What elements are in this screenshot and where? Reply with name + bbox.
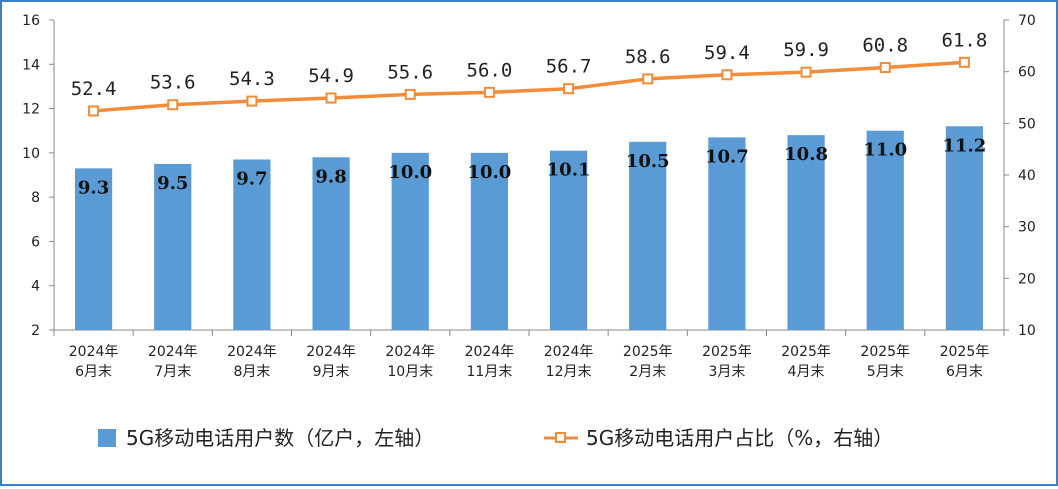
right-axis-tick-label: 10 — [1018, 323, 1036, 339]
bar-data-label: 10.1 — [547, 160, 591, 181]
line-point-marker — [958, 56, 970, 68]
bar — [629, 141, 667, 330]
bar — [391, 152, 429, 330]
bar-data-label: 9.5 — [157, 173, 188, 194]
legend-bar-label: 5G移动电话用户数（亿户，左轴） — [126, 426, 434, 450]
legend-bar-swatch — [98, 429, 116, 447]
x-axis-tick-label: 2025年 2月末 — [623, 344, 673, 380]
x-axis-tick-label: 2024年 11月末 — [465, 344, 515, 380]
bar — [312, 157, 350, 330]
line-data-label: 53.6 — [150, 72, 196, 94]
right-axis-tick-label: 70 — [1018, 13, 1036, 29]
x-axis-tick-label: 2024年 10月末 — [385, 344, 435, 380]
line-data-label: 59.4 — [704, 42, 750, 64]
line-point-marker — [563, 83, 575, 95]
line-point-marker — [800, 66, 812, 78]
left-axis-tick-label: 14 — [22, 57, 40, 73]
bar-data-label: 10.5 — [626, 151, 670, 172]
line-data-label: 56.7 — [546, 56, 592, 78]
axes: 2 4 6 8 10 12 14 16 10 20 30 40 50 60 70 2024年 6月末 2024年 7… — [22, 13, 1036, 380]
line-data-label: 56.0 — [467, 59, 513, 81]
bar — [549, 150, 588, 330]
bar-data-label: 9.8 — [315, 166, 346, 187]
right-axis-tick-label: 60 — [1018, 65, 1036, 81]
right-axis-tick-label: 50 — [1018, 116, 1036, 132]
line-point-marker — [246, 95, 258, 107]
bar-data-label: 11.2 — [942, 135, 986, 156]
bar — [74, 168, 113, 330]
line-data-label: 52.4 — [71, 78, 117, 100]
line-data-label: 54.9 — [308, 65, 354, 87]
line-point-marker — [642, 73, 654, 85]
bar — [708, 137, 746, 330]
left-axis-tick-label: 2 — [31, 323, 40, 339]
bar-data-label: 9.7 — [236, 169, 267, 190]
bar — [470, 152, 509, 330]
line-point-marker — [325, 92, 337, 104]
x-axis-tick-label: 2024年 12月末 — [544, 344, 594, 380]
left-axis-tick-label: 16 — [22, 13, 40, 29]
line-data-label: 59.9 — [783, 39, 829, 61]
legend: 5G移动电话用户数（亿户，左轴） 5G移动电话用户占比（%，右轴） — [98, 426, 893, 450]
left-axis-tick-label: 4 — [31, 279, 40, 295]
bar-data-label: 10.7 — [705, 146, 749, 167]
right-axis-tick-label: 20 — [1018, 271, 1036, 287]
legend-line-swatch-marker — [555, 432, 566, 443]
x-axis-tick-label: 2025年 3月末 — [702, 344, 752, 380]
left-axis-tick-label: 12 — [22, 102, 40, 118]
line-data-label: 61.8 — [942, 29, 988, 51]
line-point-marker — [721, 69, 733, 81]
x-axis-tick-label: 2024年 6月末 — [69, 344, 119, 380]
line-point-marker — [879, 62, 891, 74]
bar — [945, 126, 984, 331]
line-point-marker — [88, 105, 100, 117]
bar-data-label: 9.3 — [78, 177, 109, 198]
line-point-marker — [483, 86, 495, 98]
left-axis-tick-label: 10 — [22, 146, 40, 162]
left-axis-tick-label: 6 — [31, 234, 40, 250]
bar-data-label: 10.0 — [467, 162, 511, 183]
left-axis-tick-label: 8 — [31, 190, 40, 206]
bar — [787, 135, 825, 330]
bar — [154, 163, 192, 330]
x-axis-tick-label: 2025年 4月末 — [781, 344, 831, 380]
line-data-label: 58.6 — [625, 46, 671, 68]
line-data-label: 60.8 — [862, 35, 908, 57]
line-point-marker — [404, 88, 416, 100]
line-data-label: 55.6 — [387, 61, 433, 83]
x-axis-tick-label: 2024年 8月末 — [227, 344, 277, 380]
right-axis-tick-label: 40 — [1018, 168, 1036, 184]
line-series: 52.4 53.6 54.3 54.9 55.6 56.0 56.7 58.6 59.4 59.9… — [71, 29, 988, 117]
bar-data-label: 10.0 — [388, 162, 432, 183]
bar — [866, 130, 904, 330]
x-axis-tick-label: 2024年 9月末 — [306, 344, 356, 380]
legend-line-label: 5G移动电话用户占比（%，右轴） — [586, 426, 893, 450]
line-series-path — [93, 60, 965, 113]
bar-data-label: 11.0 — [863, 140, 907, 161]
x-axis-tick-label: 2025年 5月末 — [860, 344, 910, 380]
x-axis-tick-label: 2024年 7月末 — [148, 344, 198, 380]
bar-series: 9.3 9.5 9.7 9.8 10.0 10.0 10.1 10.5 10.7 10.8 11.0… — [74, 126, 986, 331]
bar-data-label: 10.8 — [784, 144, 828, 165]
line-data-label: 54.3 — [229, 68, 275, 90]
right-axis-tick-label: 30 — [1018, 220, 1036, 236]
x-axis-tick-label: 2025年 6月末 — [940, 344, 990, 380]
bar — [233, 159, 271, 330]
line-point-marker — [167, 99, 179, 111]
